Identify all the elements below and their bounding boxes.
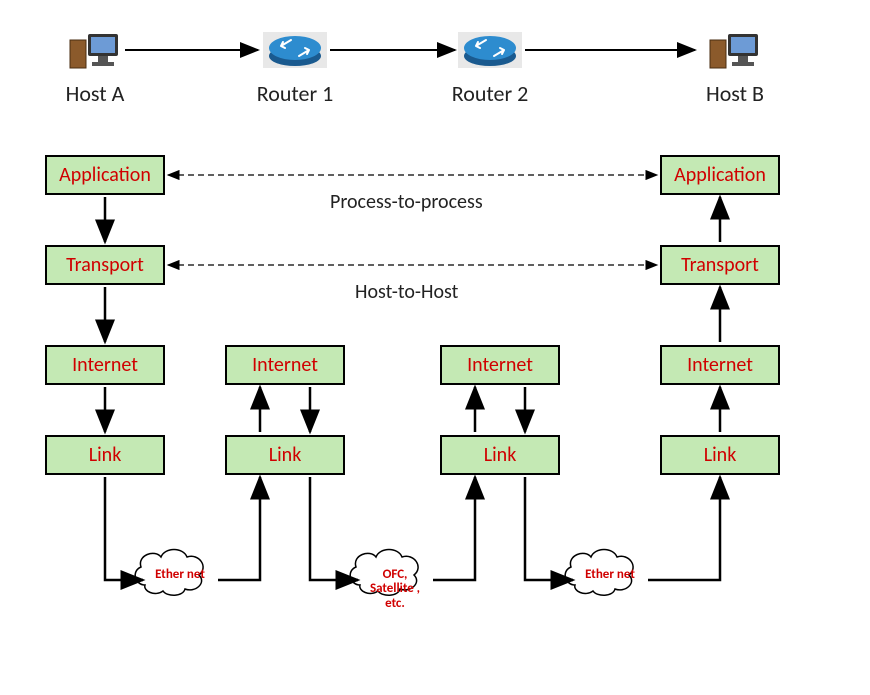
a-trn-label: Transport bbox=[66, 253, 144, 277]
a-lnk: Link bbox=[45, 435, 165, 475]
link-cloud-down bbox=[310, 477, 358, 580]
r1-lnk-label: Link bbox=[269, 443, 302, 467]
a-int: Internet bbox=[45, 345, 165, 385]
b-lnk-label: Link bbox=[704, 443, 737, 467]
r1-lnk: Link bbox=[225, 435, 345, 475]
r2-lnk: Link bbox=[440, 435, 560, 475]
dashed-label-1: Host-to-Host bbox=[355, 280, 458, 304]
cloud-1-text: Ether net bbox=[145, 568, 215, 582]
b-app: Application bbox=[660, 155, 780, 195]
host-icon bbox=[70, 34, 118, 68]
router-icon bbox=[263, 32, 327, 68]
host-icon bbox=[710, 34, 758, 68]
cloud-link-up bbox=[218, 477, 260, 580]
cloud-link-up bbox=[648, 477, 720, 580]
host-b-label: Host B bbox=[690, 80, 780, 107]
cloud-2-text: OFC, Satellite , etc. bbox=[360, 568, 430, 611]
r2-int-label: Internet bbox=[467, 353, 533, 377]
b-int-label: Internet bbox=[687, 353, 753, 377]
host-a-label: Host A bbox=[50, 80, 140, 107]
b-int: Internet bbox=[660, 345, 780, 385]
link-cloud-down bbox=[105, 477, 143, 580]
r1-int: Internet bbox=[225, 345, 345, 385]
r1-int-label: Internet bbox=[252, 353, 318, 377]
a-int-label: Internet bbox=[72, 353, 138, 377]
cloud-link-up bbox=[433, 477, 475, 580]
dashed-label-0: Process-to-process bbox=[330, 190, 483, 214]
b-app-label: Application bbox=[674, 163, 766, 187]
router-1-label: Router 1 bbox=[250, 80, 340, 107]
a-app-label: Application bbox=[59, 163, 151, 187]
router-2-label: Router 2 bbox=[445, 80, 535, 107]
a-trn: Transport bbox=[45, 245, 165, 285]
b-trn-label: Transport bbox=[681, 253, 759, 277]
a-lnk-label: Link bbox=[89, 443, 122, 467]
r2-int: Internet bbox=[440, 345, 560, 385]
a-app: Application bbox=[45, 155, 165, 195]
r2-lnk-label: Link bbox=[484, 443, 517, 467]
link-cloud-down bbox=[525, 477, 573, 580]
b-lnk: Link bbox=[660, 435, 780, 475]
router-icon bbox=[458, 32, 522, 68]
cloud-3-text: Ether net bbox=[575, 568, 645, 582]
b-trn: Transport bbox=[660, 245, 780, 285]
